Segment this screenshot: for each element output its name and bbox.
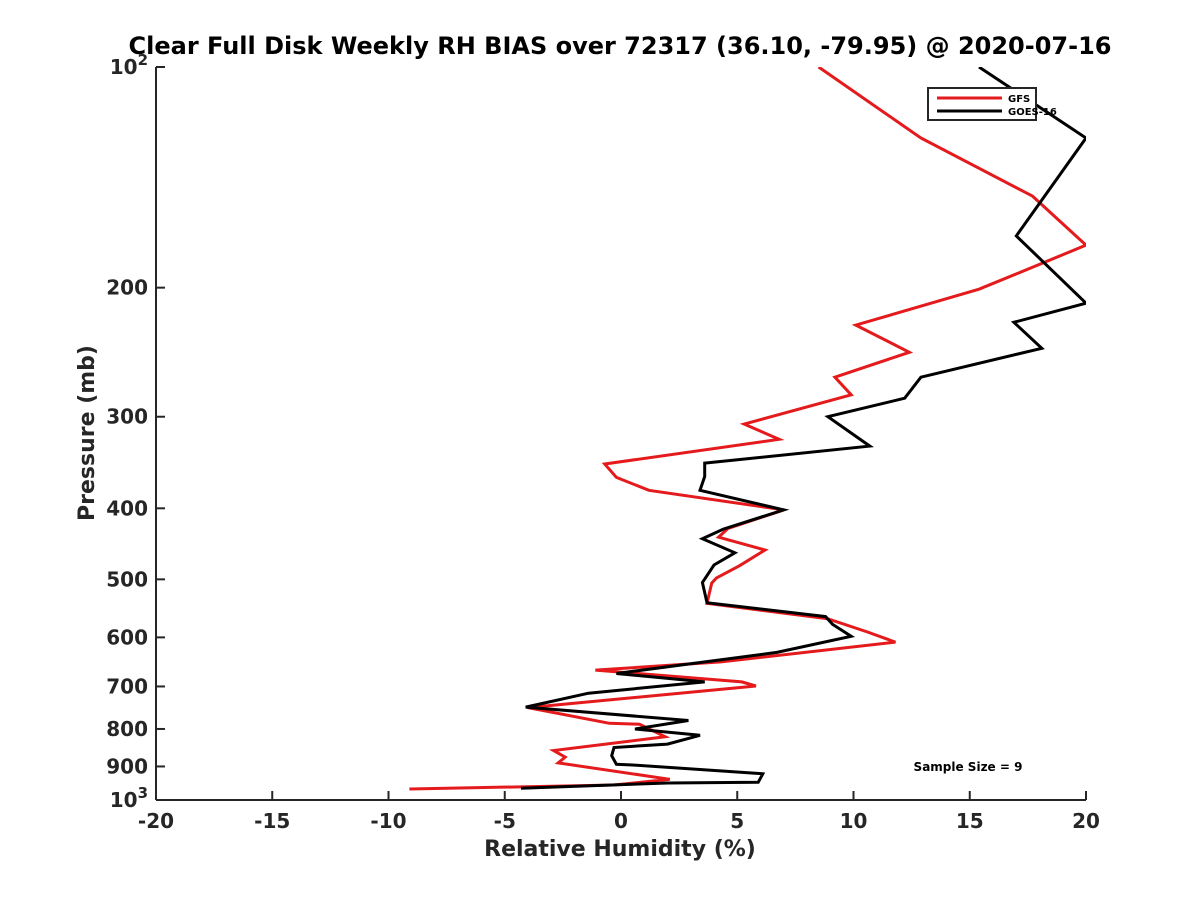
legend-box bbox=[927, 87, 1037, 121]
y-tick-label: 500 bbox=[106, 567, 148, 591]
y-tick-label-base: 800 bbox=[106, 717, 148, 741]
y-tick-label-base: 300 bbox=[106, 405, 148, 429]
legend-label: GOES-16 bbox=[1008, 107, 1057, 118]
y-tick-label-exponent: 2 bbox=[138, 51, 148, 69]
y-tick-label: 103 bbox=[110, 784, 148, 812]
y-tick-label-base: 400 bbox=[106, 496, 148, 520]
sample-size-annotation: Sample Size = 9 bbox=[914, 760, 1023, 774]
y-tick-label-base: 500 bbox=[106, 567, 148, 591]
x-tick-label: 0 bbox=[614, 809, 628, 833]
chart-title: Clear Full Disk Weekly RH BIAS over 7231… bbox=[129, 32, 1112, 60]
series-line-goes-16 bbox=[520, 67, 1086, 790]
x-tick-label: -10 bbox=[370, 809, 406, 833]
y-tick-label: 400 bbox=[106, 496, 148, 520]
y-tick-label: 300 bbox=[106, 405, 148, 429]
series-line-gfs bbox=[409, 67, 1086, 791]
x-tick-label: 20 bbox=[1072, 809, 1100, 833]
plot-area: -20 -15 -10 -5 0 5 10 15 20 10220030040050060070… bbox=[106, 51, 1100, 833]
x-tick-label: 15 bbox=[956, 809, 984, 833]
x-tick-label: -15 bbox=[254, 809, 290, 833]
x-tick-label: -5 bbox=[494, 809, 516, 833]
series-layer bbox=[409, 67, 1086, 791]
legend: GFS GOES-16 bbox=[927, 87, 1057, 121]
y-tick-label-base: 10 bbox=[110, 788, 138, 812]
legend-items: GFS GOES-16 bbox=[937, 94, 1057, 118]
legend-label: GFS bbox=[1008, 94, 1030, 105]
y-tick-label-base: 700 bbox=[106, 674, 148, 698]
x-tick-label: 10 bbox=[840, 809, 868, 833]
y-tick-label-exponent: 3 bbox=[138, 784, 148, 802]
y-tick-label: 102 bbox=[110, 51, 148, 79]
y-tick-label-base: 200 bbox=[106, 276, 148, 300]
x-axis-label: Relative Humidity (%) bbox=[484, 837, 756, 862]
y-tick-label: 900 bbox=[106, 754, 148, 778]
x-tick-label: 5 bbox=[730, 809, 744, 833]
y-tick-label: 600 bbox=[106, 625, 148, 649]
y-tick-label: 200 bbox=[106, 276, 148, 300]
x-axis-ticks: -20 -15 -10 -5 0 5 10 15 20 bbox=[138, 791, 1100, 833]
y-tick-label-base: 900 bbox=[106, 754, 148, 778]
x-tick-label: -20 bbox=[138, 809, 174, 833]
y-tick-label: 700 bbox=[106, 674, 148, 698]
y-tick-label-base: 10 bbox=[110, 55, 138, 79]
y-tick-label: 800 bbox=[106, 717, 148, 741]
y-tick-label-base: 600 bbox=[106, 625, 148, 649]
y-axis-label: Pressure (mb) bbox=[75, 345, 100, 521]
